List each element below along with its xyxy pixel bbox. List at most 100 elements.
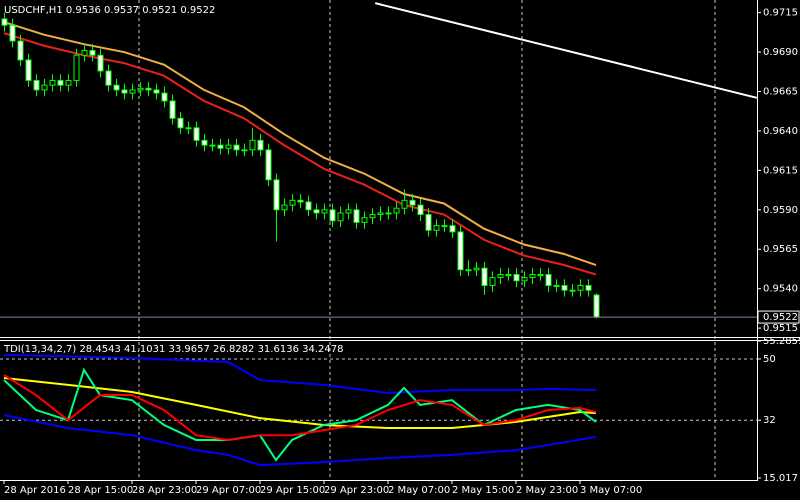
candle-body: [81, 49, 88, 56]
line-series: [3, 367, 597, 462]
candle-body: [417, 204, 424, 216]
candle-body: [401, 199, 408, 209]
candle-body: [265, 149, 272, 181]
x-tick-label: 29 Apr 23:00: [324, 485, 389, 496]
candle-body: [345, 209, 352, 214]
candle-body: [497, 273, 504, 279]
candle-body: [481, 267, 488, 287]
candle-body: [353, 209, 360, 223]
candle-body: [569, 289, 576, 292]
candle-body: [113, 84, 120, 91]
candle-body: [377, 212, 384, 216]
candle-body: [545, 273, 552, 287]
y-tick-label: 15.017: [763, 473, 798, 484]
candle-body: [225, 144, 232, 149]
candle-body: [137, 87, 144, 91]
current-price-label: 0.9522: [763, 312, 798, 323]
y-tick-label: 0.9540: [763, 284, 798, 295]
candle-body: [385, 212, 392, 215]
candle-body: [561, 285, 568, 291]
candle-body: [505, 273, 512, 276]
y-tick-label: 0.9665: [763, 86, 798, 97]
candle-body: [9, 24, 16, 42]
period-separators: [138, 0, 716, 480]
indicator-title: TDI(13,34,2,7) 28.4543 41.1031 33.9657 2…: [3, 344, 343, 355]
candle-body: [433, 225, 440, 231]
candle-body: [209, 144, 216, 147]
candle-body: [121, 89, 128, 94]
candle-body: [153, 89, 160, 94]
candle-body: [513, 273, 520, 282]
candle-body: [25, 59, 32, 81]
candle-body: [49, 79, 56, 86]
candle-body: [273, 179, 280, 211]
line-series: [3, 414, 597, 467]
chart-title: USDCHF,H1 0.9536 0.9537 0.9521 0.9522: [4, 5, 215, 16]
y-tick-label: 50: [763, 354, 776, 365]
line-series: [3, 21, 597, 266]
candle-body: [473, 267, 480, 271]
x-tick-label: 28 Apr 2016: [4, 485, 66, 496]
candle-body: [449, 225, 456, 233]
candle-body: [1, 18, 8, 26]
y-tick-label: 0.9715: [763, 8, 798, 19]
candle-body: [393, 207, 400, 214]
candle-body: [313, 209, 320, 214]
candle-body: [289, 199, 296, 206]
candle-body: [97, 54, 104, 72]
candle-body: [241, 149, 248, 152]
candle-body: [169, 100, 176, 119]
candle-body: [249, 139, 256, 151]
candle-body: [457, 231, 464, 271]
candle-body: [65, 79, 72, 86]
y-tick-label: 0.9640: [763, 126, 798, 137]
candle-body: [57, 79, 64, 86]
candle-body: [329, 209, 336, 222]
x-tick-label: 2 May 23:00: [516, 485, 578, 496]
candle-body: [105, 70, 112, 86]
candle-body: [489, 277, 496, 287]
price-box: [757, 310, 800, 324]
candle-body: [537, 273, 544, 276]
x-tick-label: 29 Apr 15:00: [260, 485, 325, 496]
candle-body: [465, 269, 472, 272]
candle-body: [521, 277, 528, 282]
x-tick-label: 3 May 07:00: [580, 485, 642, 496]
candle-body: [369, 214, 376, 219]
line-series: [3, 374, 597, 441]
candle-body: [33, 79, 40, 91]
candle-body: [577, 285, 584, 291]
candle-body: [305, 201, 312, 211]
candle-body: [593, 294, 600, 318]
y-tick-label: 0.9515: [763, 323, 798, 334]
candle-body: [161, 92, 168, 102]
y-tick-label: 0.9690: [763, 47, 798, 58]
y-tick-label: 32: [763, 415, 776, 426]
y-tick-label: 0.9590: [763, 205, 798, 216]
candle-body: [17, 40, 24, 61]
candle-body: [585, 285, 592, 291]
candle-body: [409, 199, 416, 206]
candle-body: [233, 144, 240, 151]
candle-body: [129, 89, 136, 94]
candle-body: [321, 209, 328, 214]
candle-body: [145, 87, 152, 91]
line-series: [3, 353, 597, 395]
candle-body: [529, 273, 536, 279]
y-tick-label: 0.9615: [763, 165, 798, 176]
candle-body: [553, 285, 560, 288]
y-tick-label: 55.2859: [763, 336, 800, 347]
x-tick-label: 2 May 07:00: [388, 485, 450, 496]
candle-body: [177, 117, 184, 129]
candle-body: [297, 199, 304, 203]
candle-body: [193, 127, 200, 141]
candle-body: [257, 139, 264, 151]
candle-body: [185, 127, 192, 130]
candle-body: [89, 49, 96, 56]
x-tick-label: 2 May 15:00: [452, 485, 514, 496]
candle-body: [41, 84, 48, 91]
y-tick-label: 0.9565: [763, 244, 798, 255]
trendline: [374, 2, 758, 99]
